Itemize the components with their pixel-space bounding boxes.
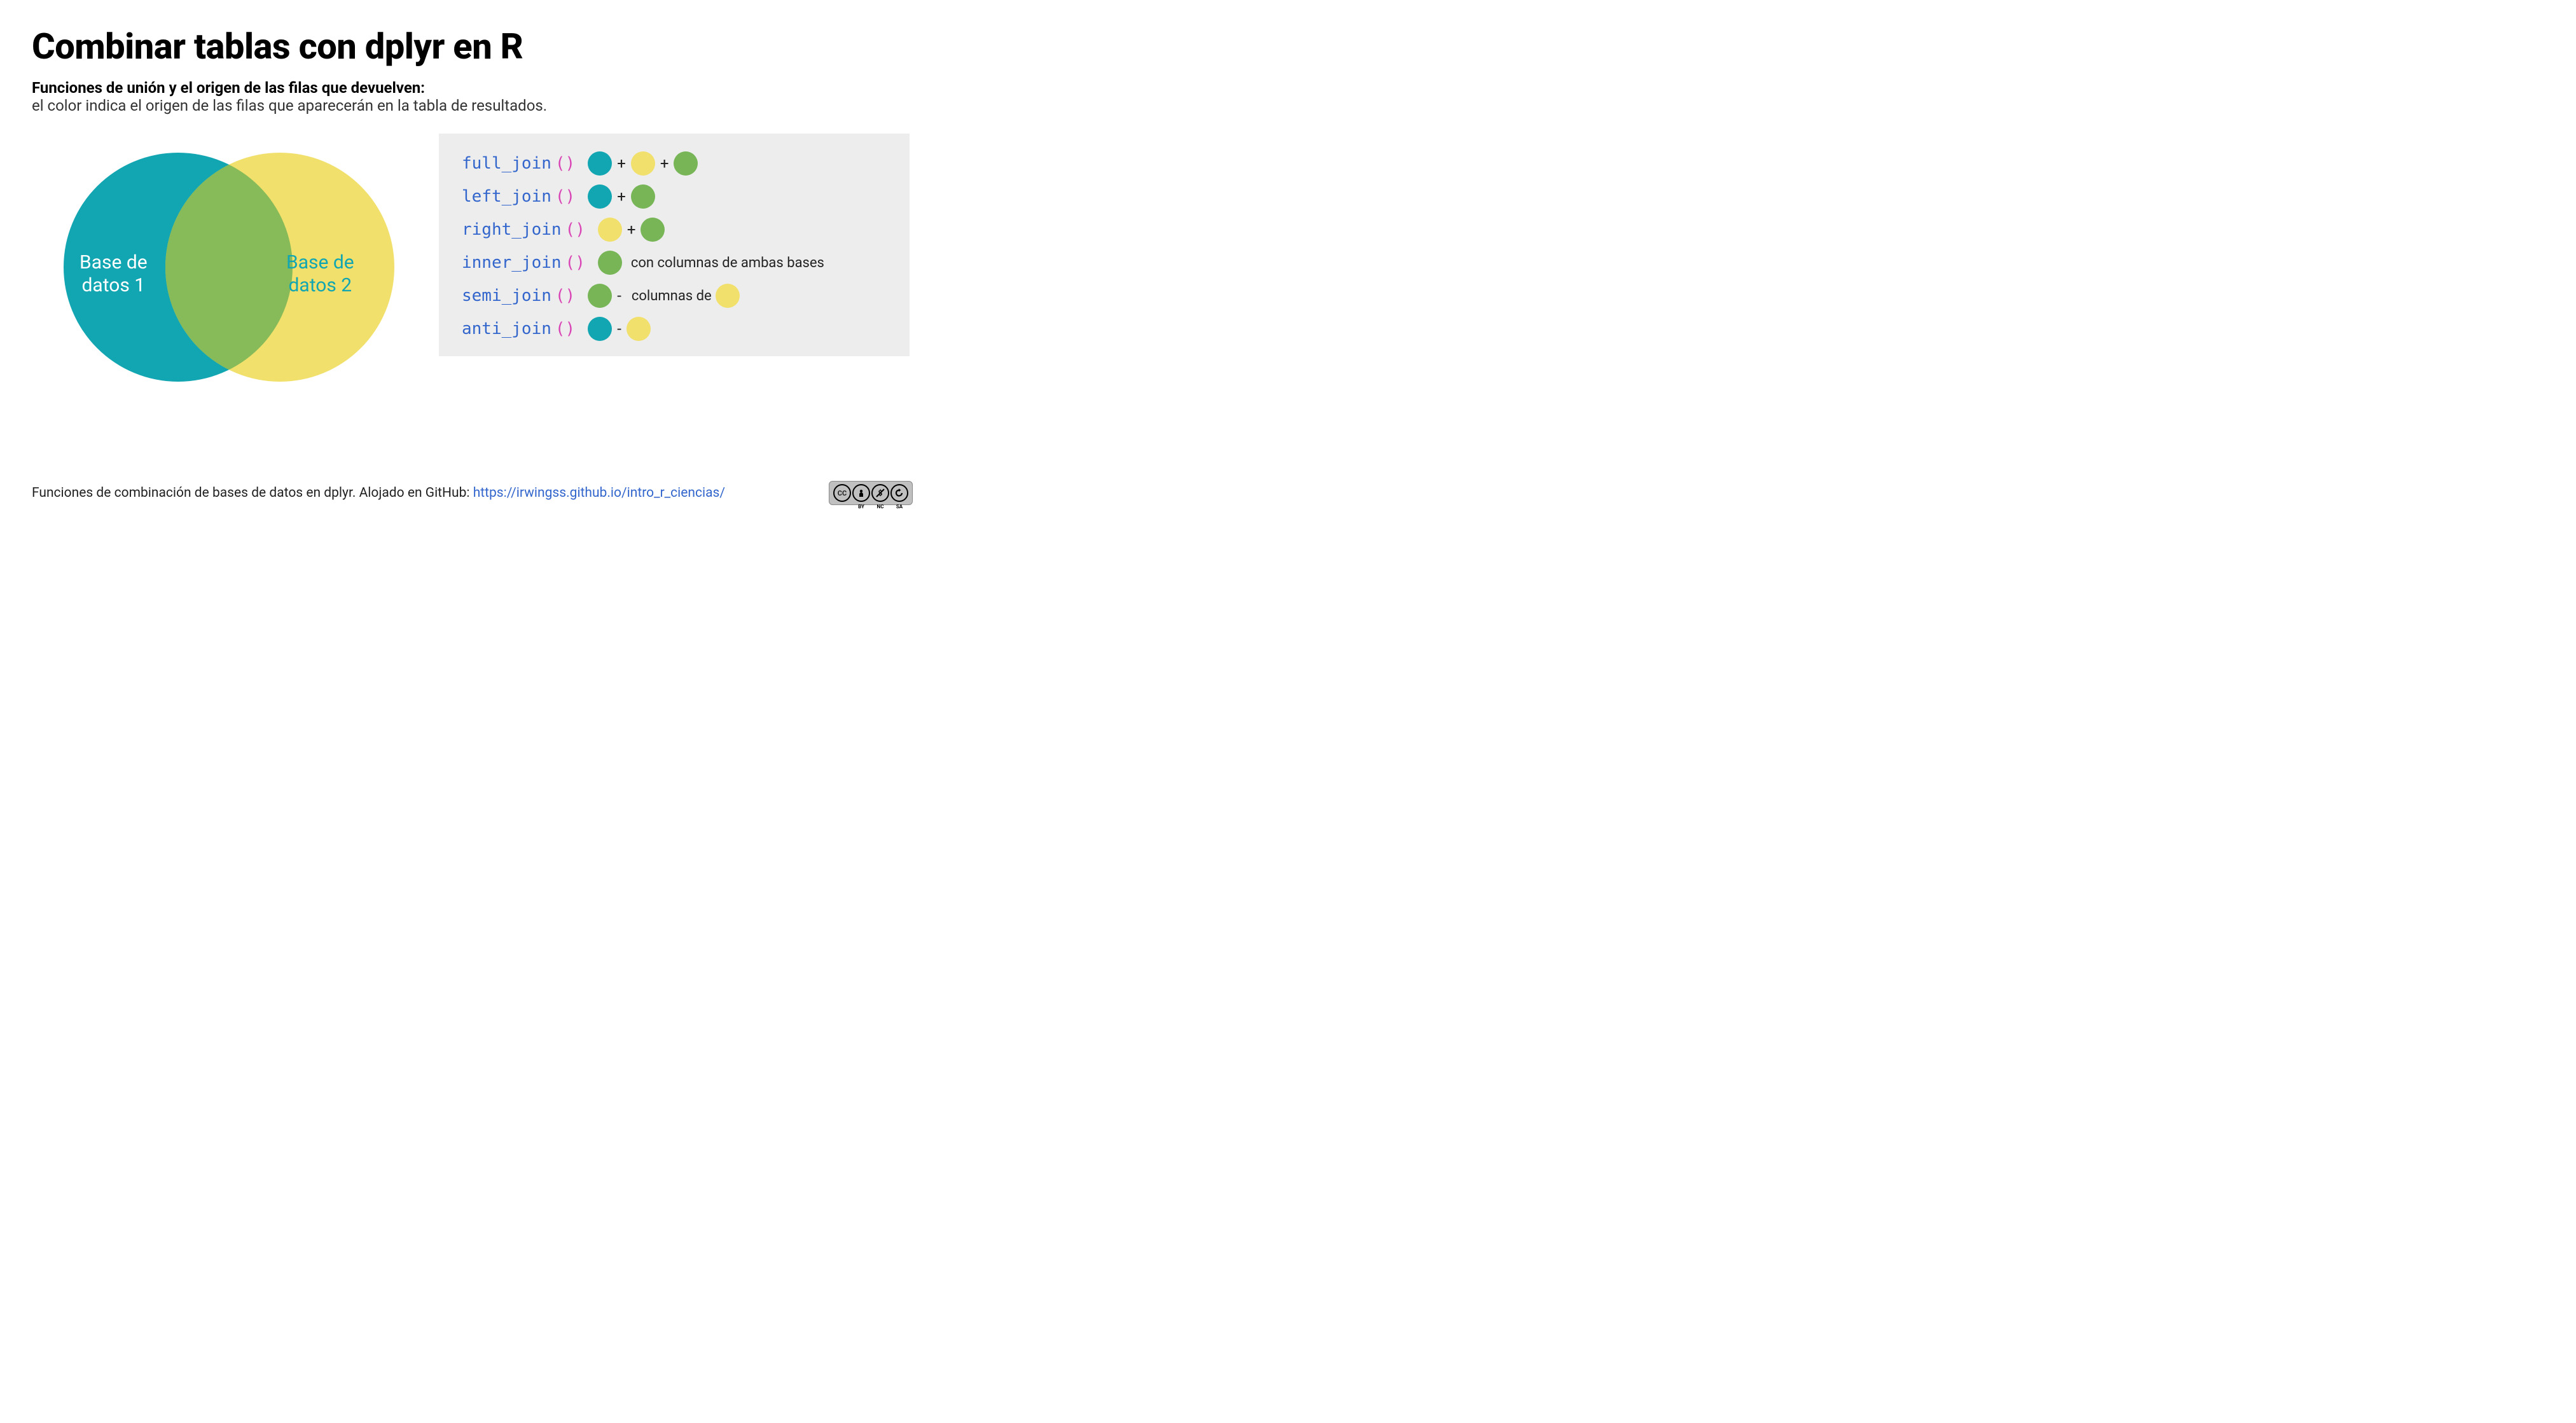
color-dot — [588, 284, 612, 308]
color-dot — [588, 317, 612, 341]
fn-paren: () — [565, 220, 585, 239]
subtitle-bold: Funciones de unión y el origen de las fi… — [32, 79, 913, 97]
venn-label-1: Base de datos 1 — [80, 251, 148, 297]
fn-paren: () — [555, 154, 575, 173]
legend-row-left_join: left_join() + — [462, 184, 887, 209]
color-dot — [641, 218, 665, 242]
venn-label-1-line-1: Base de — [80, 251, 148, 274]
color-dot — [631, 184, 655, 209]
plus-icon: + — [617, 188, 626, 205]
footer-text-prefix: Funciones de combinación de bases de dat… — [32, 485, 473, 501]
plus-icon: + — [660, 155, 669, 172]
page-title: Combinar tablas con dplyr en R — [32, 25, 913, 67]
fn-name: semi_join — [462, 286, 551, 305]
subtitle-block: Funciones de unión y el origen de las fi… — [32, 79, 913, 115]
color-dot — [588, 151, 612, 176]
color-dot — [588, 184, 612, 209]
legend-row-right_join: right_join() + — [462, 218, 887, 242]
cc-icon-cc: CC — [833, 484, 851, 502]
subtitle-normal: el color indica el origen de las filas q… — [32, 97, 913, 115]
fn-name: full_join — [462, 154, 551, 173]
minus-icon: - — [617, 320, 621, 338]
venn-label-2-line-1: Base de — [286, 251, 354, 274]
fn-name: right_join — [462, 220, 562, 239]
fn-paren: () — [555, 319, 575, 338]
venn-label-2-line-2: datos 2 — [289, 274, 352, 296]
color-dot — [598, 251, 622, 275]
legend-row-semi_join: semi_join() -columnas de — [462, 284, 887, 308]
venn-label-1-line-2: datos 1 — [82, 274, 146, 296]
plus-icon: + — [627, 221, 636, 239]
plus-icon: + — [617, 155, 626, 172]
legend-row-inner_join: inner_join() con columnas de ambas bases — [462, 251, 887, 275]
cc-icon-nc: $NC — [871, 484, 889, 502]
legend-row-full_join: full_join() + + — [462, 151, 887, 176]
fn-paren: () — [555, 187, 575, 206]
color-dot — [627, 317, 651, 341]
cc-icon-sa: SA — [890, 484, 908, 502]
color-dot — [598, 218, 622, 242]
venn-label-2: Base de datos 2 — [286, 251, 354, 297]
legend-desc-text: con columnas de ambas bases — [631, 255, 824, 271]
legend-panel: full_join()++left_join()+right_join()+in… — [439, 134, 910, 356]
color-dot — [631, 151, 655, 176]
cc-badge: CCBY$NCSA — [829, 481, 913, 505]
cc-sublabel: SA — [896, 504, 903, 510]
fn-name: anti_join — [462, 319, 551, 338]
footer: Funciones de combinación de bases de dat… — [32, 481, 913, 505]
fn-paren: () — [565, 253, 585, 272]
cc-icon-by: BY — [852, 484, 870, 502]
footer-text: Funciones de combinación de bases de dat… — [32, 485, 725, 501]
color-dot — [716, 284, 740, 308]
cc-sublabel: BY — [858, 504, 864, 510]
fn-name: left_join — [462, 187, 551, 206]
footer-link[interactable]: https://irwingss.github.io/intro_r_cienc… — [473, 485, 725, 501]
fn-paren: () — [555, 286, 575, 305]
legend-desc-text: columnas de — [632, 288, 712, 304]
fn-name: inner_join — [462, 253, 562, 272]
venn-diagram: Base de datos 1 Base de datos 2 — [32, 134, 413, 413]
legend-row-anti_join: anti_join() - — [462, 317, 887, 341]
minus-icon: - — [617, 287, 621, 305]
color-dot — [674, 151, 698, 176]
cc-sublabel: NC — [877, 504, 884, 510]
content-row: Base de datos 1 Base de datos 2 full_joi… — [32, 134, 913, 413]
